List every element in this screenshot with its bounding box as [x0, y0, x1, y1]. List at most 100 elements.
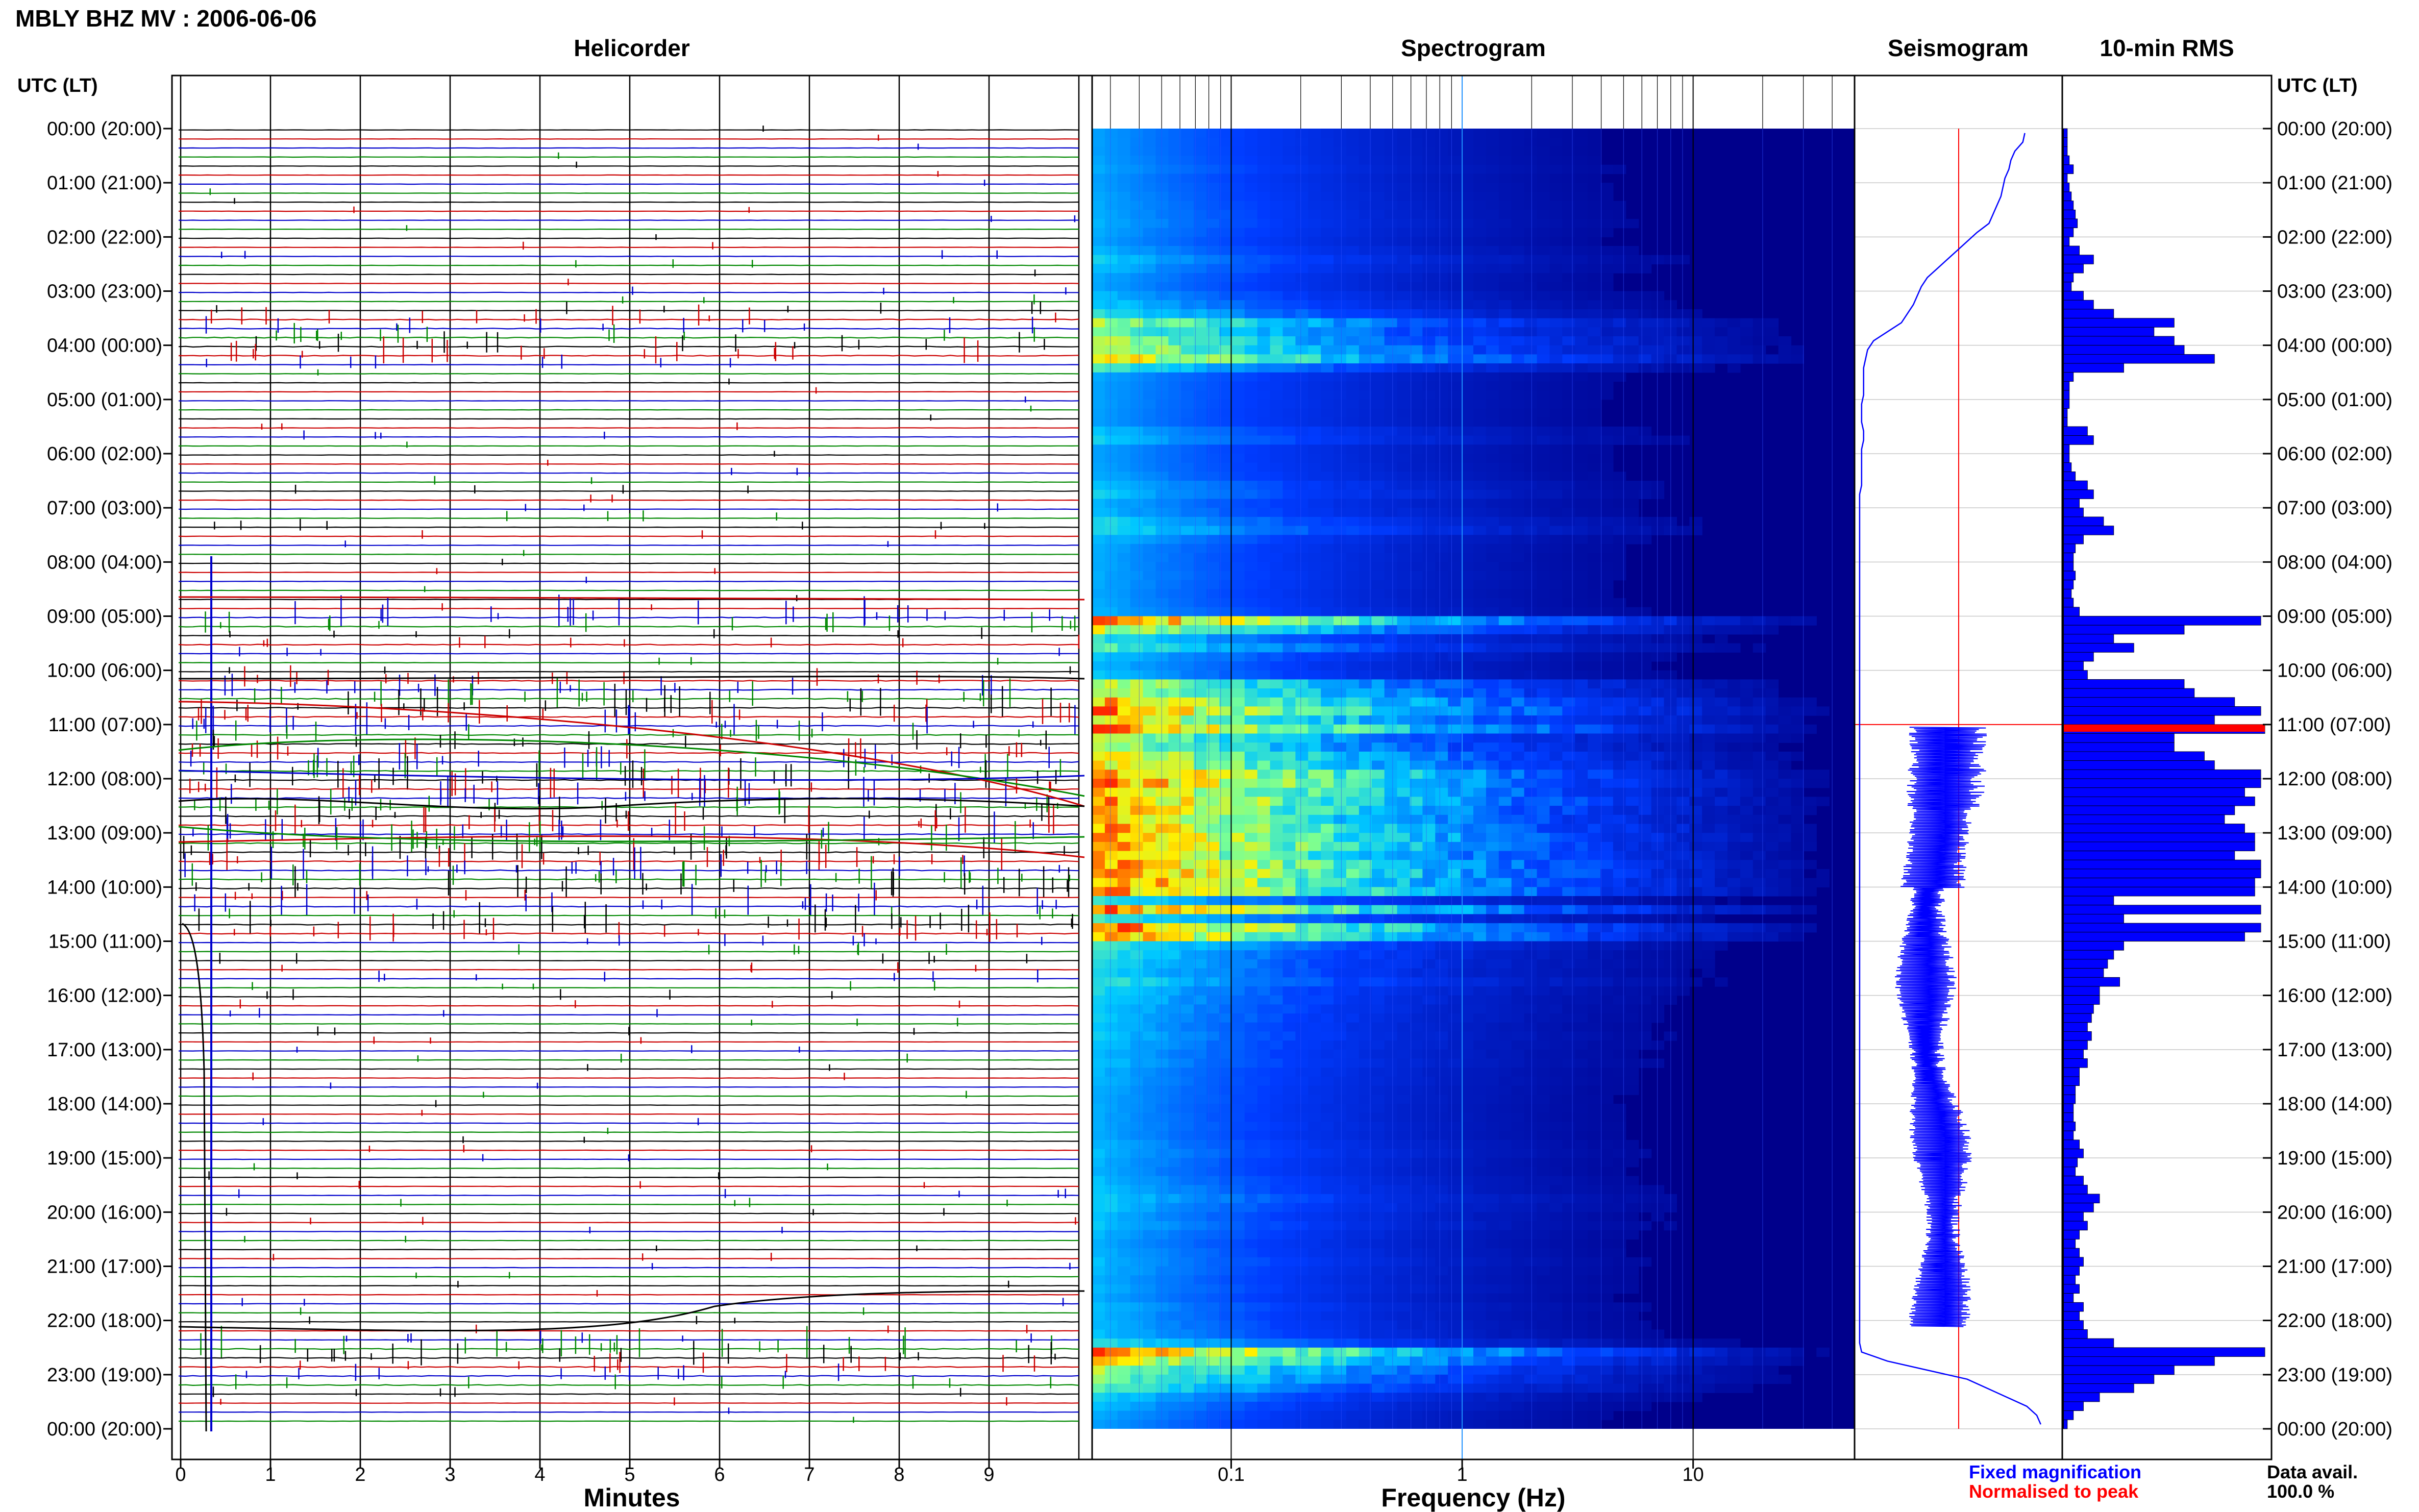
spectrogram-cell — [1410, 489, 1423, 500]
spectrogram-cell — [1104, 173, 1118, 183]
spectrogram-cell — [1384, 914, 1398, 924]
spectrogram-cell — [1104, 1049, 1118, 1059]
spectrogram-cell — [1168, 878, 1181, 887]
spectrogram-cell — [1562, 282, 1575, 292]
spectrogram-cell — [1816, 706, 1830, 716]
spectrogram-cell — [1435, 679, 1448, 689]
spectrogram-cell — [1181, 183, 1194, 192]
spectrogram-cell — [1448, 327, 1461, 337]
spectrogram-cell — [1435, 941, 1448, 951]
spectrogram-cell — [1359, 779, 1372, 788]
spectrogram-cell — [1359, 354, 1372, 364]
spectrogram-cell — [1359, 923, 1372, 933]
spectrogram-cell — [1575, 887, 1588, 897]
spectrogram-cell — [1625, 697, 1639, 707]
spectrogram-cell — [1461, 318, 1474, 328]
spectrogram-cell — [1676, 814, 1690, 825]
spectrogram-cell — [1155, 426, 1169, 436]
spectrogram-cell — [1600, 454, 1614, 463]
spectrogram-cell — [1104, 806, 1118, 815]
spectrogram-cell — [1371, 1049, 1385, 1059]
spectrogram-cell — [1537, 995, 1550, 1005]
spectrogram-cell — [1384, 1049, 1398, 1059]
spectrogram-cell — [1206, 454, 1220, 463]
seismogram-title: Seismogram — [1888, 35, 2029, 61]
spectrogram-cell — [1524, 363, 1538, 373]
spectrogram-cell — [1511, 941, 1525, 951]
spectrogram-cell — [1600, 797, 1614, 806]
spectrogram-cell — [1244, 1058, 1258, 1068]
spectrogram-cell — [1486, 589, 1499, 599]
spectrogram-cell — [1384, 869, 1398, 879]
spectrogram-cell — [1282, 264, 1296, 274]
spectrogram-cell — [1651, 887, 1665, 897]
spectrogram-cell — [1486, 923, 1499, 933]
spectrogram-cell — [1575, 571, 1588, 581]
spectrogram-cell — [1219, 210, 1232, 219]
spectrogram-cell — [1371, 914, 1385, 924]
spectrogram-cell — [1295, 210, 1309, 219]
spectrogram-cell — [1181, 1022, 1194, 1032]
spectrogram-cell — [1588, 950, 1601, 960]
spectrogram-cell — [1244, 787, 1258, 797]
spectrogram-cell — [1791, 814, 1804, 825]
spectrogram-cell — [1321, 607, 1334, 617]
spectrogram-cell — [1155, 1031, 1169, 1041]
spectrogram-cell — [1588, 381, 1601, 391]
spectrogram-cell — [1435, 688, 1448, 698]
spectrogram-cell — [1270, 417, 1283, 427]
spectrogram-cell — [1143, 472, 1156, 481]
spectrogram-cell — [1371, 191, 1385, 202]
spectrogram-cell — [1270, 291, 1283, 301]
spectrogram-cell — [1638, 661, 1652, 671]
spectrogram-cell — [1562, 860, 1575, 870]
spectrogram-cell — [1117, 851, 1131, 860]
spectrogram-cell — [1715, 787, 1728, 797]
spectrogram-cell — [1549, 616, 1563, 626]
spectrogram-cell — [1410, 824, 1423, 833]
spectrogram-cell — [1397, 562, 1411, 572]
spectrogram-cell — [1194, 201, 1207, 210]
spectrogram-cell — [1334, 896, 1347, 906]
spectrogram-cell — [1155, 760, 1169, 770]
spectrogram-cell — [1537, 887, 1550, 897]
spectrogram-cell — [1524, 390, 1538, 400]
spectrogram-cell — [1155, 562, 1169, 572]
spectrogram-cell — [1600, 444, 1614, 454]
spectrogram-cell — [1575, 670, 1588, 680]
spectrogram-cell — [1600, 670, 1614, 680]
spectrogram-cell — [1549, 986, 1563, 996]
spectrogram-cell — [1295, 661, 1309, 671]
spectrogram-cell — [1219, 309, 1232, 319]
spectrogram-cell — [1613, 724, 1626, 734]
spectrogram-cell — [1498, 760, 1512, 770]
spectrogram-cell — [1448, 526, 1461, 535]
spectrogram-cell — [1600, 841, 1614, 852]
spectrogram-cell — [1524, 797, 1538, 806]
spectrogram-cell — [1308, 679, 1321, 689]
spectrogram-cell — [1206, 363, 1220, 373]
spectrogram-cell — [1206, 968, 1220, 978]
spectrogram-cell — [1486, 137, 1499, 147]
spectrogram-cell — [1117, 986, 1131, 996]
spectrogram-cell — [1715, 841, 1728, 852]
spectrogram-cell — [1613, 354, 1626, 364]
spectrogram-cell — [1435, 806, 1448, 815]
spectrogram-cell — [1613, 643, 1626, 653]
spectrogram-cell — [1575, 751, 1588, 761]
spectrogram-cell — [1270, 399, 1283, 409]
spectrogram-cell — [1295, 472, 1309, 481]
spectrogram-cell — [1181, 679, 1194, 689]
spectrogram-cell — [1308, 968, 1321, 978]
spectrogram-cell — [1511, 643, 1525, 653]
spectrogram-cell — [1727, 688, 1741, 698]
spectrogram-cell — [1651, 833, 1665, 842]
spectrogram-cell — [1321, 923, 1334, 933]
spectrogram-cell — [1092, 634, 1105, 644]
spectrogram-cell — [1486, 345, 1499, 355]
spectrogram-cell — [1600, 896, 1614, 906]
spectrogram-cell — [1219, 535, 1232, 544]
spectrogram-title: Spectrogram — [1401, 35, 1546, 61]
spectrogram-cell — [1511, 824, 1525, 833]
spectrogram-cell — [1562, 516, 1575, 527]
